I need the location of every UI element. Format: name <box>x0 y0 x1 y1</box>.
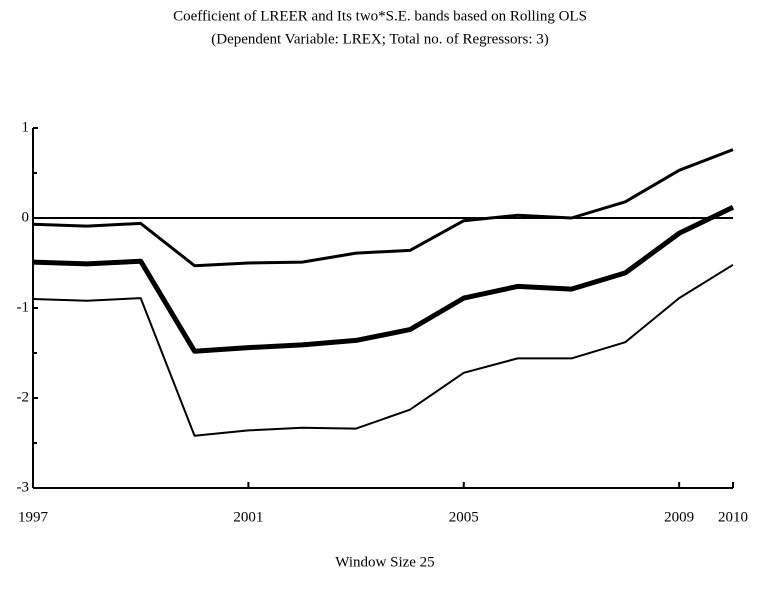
x-tick-label: 2009 <box>664 509 694 525</box>
x-axis-label: Window Size 25 <box>335 554 434 570</box>
y-tick-label: -1 <box>17 299 30 315</box>
chart-subtitle: (Dependent Variable: LREX; Total no. of … <box>211 31 549 47</box>
series-line <box>32 148 734 268</box>
x-tick-label: 1997 <box>18 509 49 525</box>
series-line <box>32 204 735 354</box>
y-tick-label: 0 <box>22 209 30 225</box>
y-tick-label: -3 <box>17 479 30 495</box>
x-tick-label: 2010 <box>718 509 748 525</box>
y-tick-label: 1 <box>22 119 30 135</box>
x-tick-label: 2005 <box>449 509 479 525</box>
x-tick-label: 2001 <box>233 509 263 525</box>
series-line <box>32 263 734 437</box>
chart-title: Coefficient of LREER and Its two*S.E. ba… <box>173 8 587 24</box>
y-tick-label: -2 <box>17 389 30 405</box>
